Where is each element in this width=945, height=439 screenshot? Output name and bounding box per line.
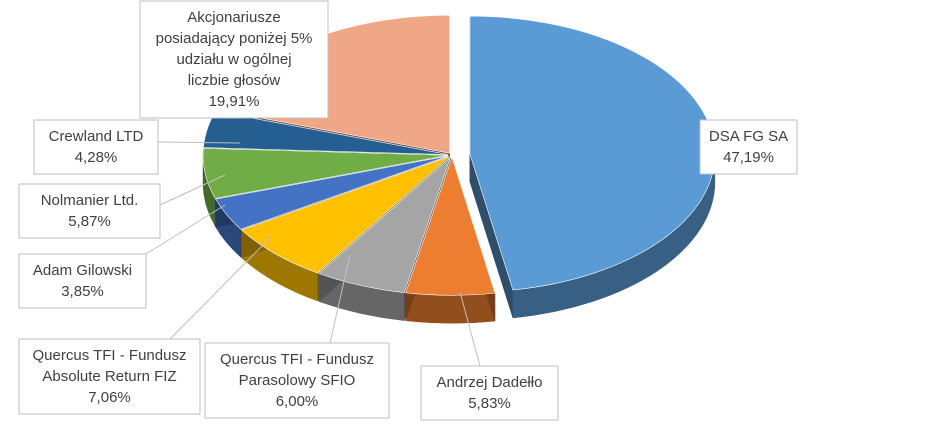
label-box bbox=[18, 338, 201, 415]
leader-line bbox=[159, 174, 226, 206]
label-box bbox=[18, 253, 147, 309]
pie-slice-3 bbox=[241, 156, 450, 274]
slice-name-label: Quercus TFI - Fundusz bbox=[33, 347, 187, 364]
slice-percent-label: 6,00% bbox=[276, 393, 319, 410]
slice-percent-label: 47,19% bbox=[723, 149, 774, 166]
slice-rim bbox=[405, 292, 496, 324]
label-box bbox=[699, 119, 798, 175]
leader-line bbox=[157, 141, 241, 144]
slice-name-label: Akcjonariusze bbox=[187, 9, 280, 26]
label-box bbox=[420, 365, 559, 421]
slice-name-label: Andrzej Dadełło bbox=[437, 374, 543, 391]
pie-slice-1 bbox=[405, 156, 496, 296]
slice-name-label: Crewland LTD bbox=[49, 128, 144, 145]
slice-percent-label: 5,83% bbox=[468, 395, 511, 412]
pie-slice-4 bbox=[215, 155, 449, 230]
slice-name-label: Nolmanier Ltd. bbox=[41, 192, 139, 209]
slice-name-label: DSA FG SA bbox=[709, 128, 788, 145]
leader-line bbox=[145, 204, 226, 255]
leader-lines bbox=[145, 141, 481, 367]
leader-line bbox=[329, 254, 351, 344]
pie-slice-2 bbox=[318, 156, 452, 293]
slice-name-label: posiadający poniżej 5% bbox=[156, 30, 313, 47]
slice-name-label: Quercus TFI - Fundusz bbox=[220, 351, 374, 368]
slice-name-label: Parasolowy SFIO bbox=[239, 372, 356, 389]
slice-tops bbox=[202, 14, 716, 296]
label-box bbox=[139, 0, 329, 119]
data-labels: DSA FG SA 47,19% Andrzej Dadełło 5,83% Querc… bbox=[18, 0, 798, 421]
leader-line bbox=[459, 291, 481, 367]
slice-percent-label: 7,06% bbox=[88, 389, 131, 406]
slice-percent-label: 19,91% bbox=[209, 93, 260, 110]
label-box bbox=[33, 119, 159, 175]
slice-percent-label: 5,87% bbox=[68, 213, 111, 230]
label-box bbox=[18, 183, 161, 239]
pie-slice-5 bbox=[202, 147, 449, 199]
slice-percent-label: 3,85% bbox=[61, 283, 104, 300]
slice-percent-label: 4,28% bbox=[75, 149, 118, 166]
leader-line bbox=[169, 235, 273, 340]
slice-name-label: udziału w ogólnej bbox=[176, 51, 291, 68]
label-box bbox=[204, 342, 390, 419]
slice-name-label: liczbie głosów bbox=[188, 72, 281, 89]
slice-name-label: Absolute Return FIZ bbox=[42, 368, 176, 385]
slice-name-label: Adam Gilowski bbox=[33, 262, 132, 279]
